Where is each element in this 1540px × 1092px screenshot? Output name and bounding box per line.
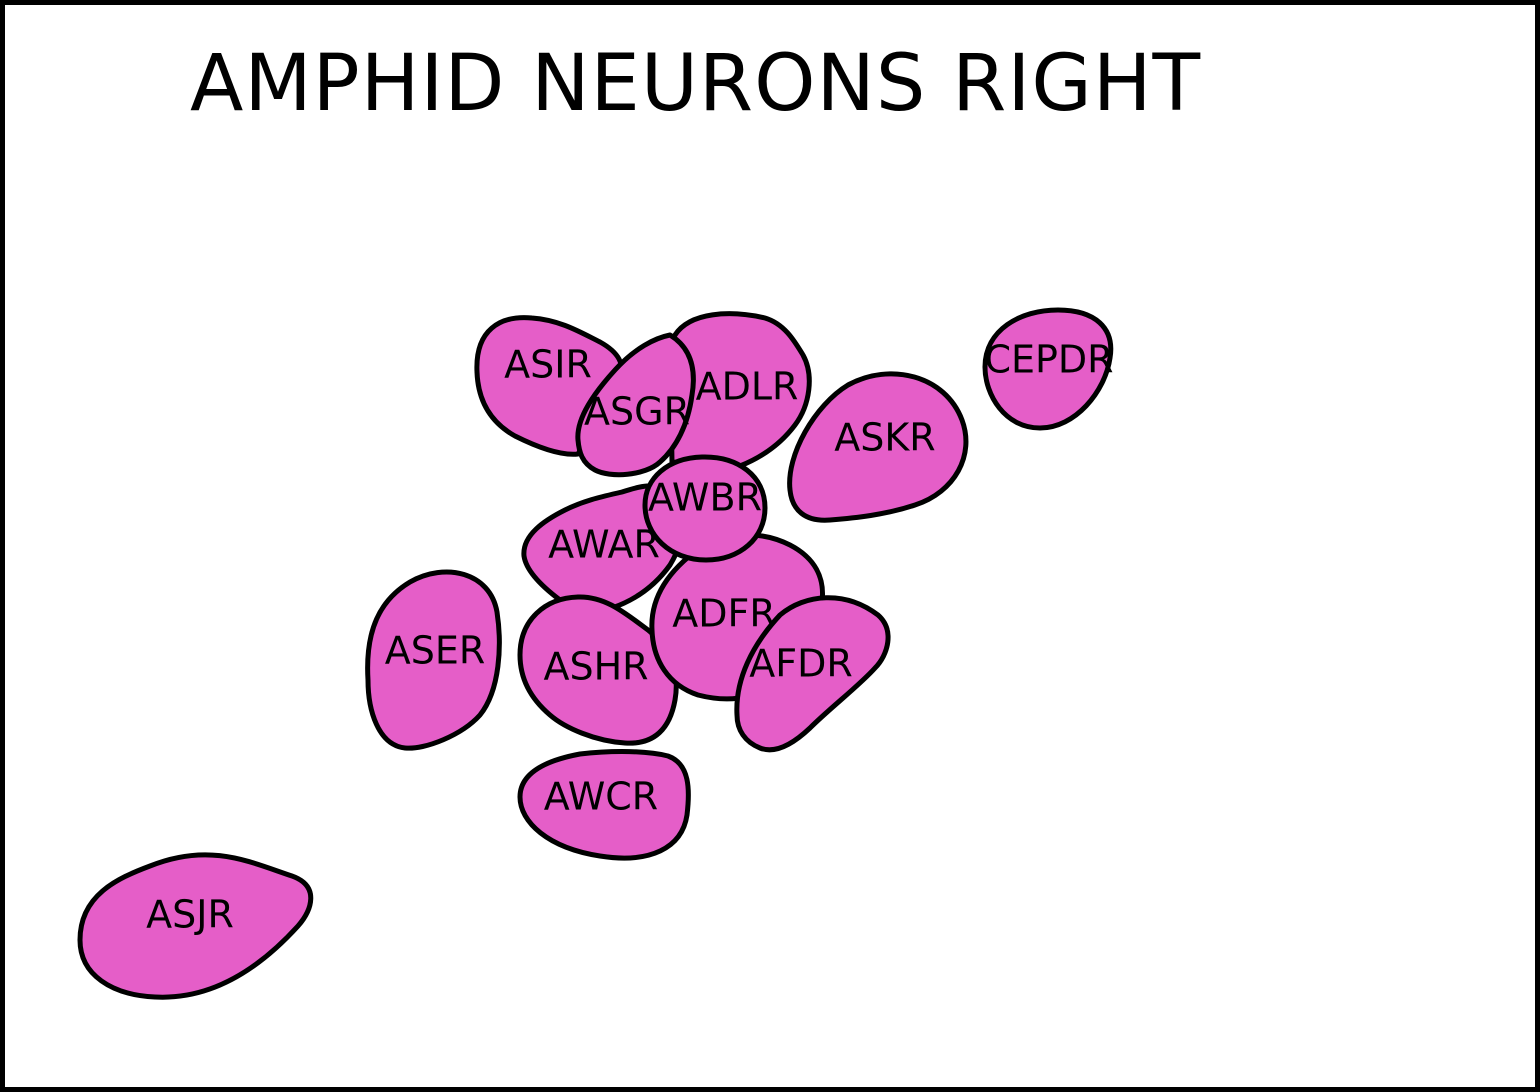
neuron-awbr-label: AWBR xyxy=(648,476,762,520)
neuron-ashr: ASHR xyxy=(517,594,679,746)
neuron-awar-label: AWAR xyxy=(548,523,660,567)
neuron-asjr-body xyxy=(77,852,314,1000)
neuron-adfr-label: ADFR xyxy=(672,592,776,636)
neuron-cepdr-label: CEPDR xyxy=(984,338,1113,382)
neuron-afdr-label: AFDR xyxy=(749,642,853,686)
neuron-awcr-label: AWCR xyxy=(544,775,658,819)
neuron-askr-body xyxy=(787,371,969,523)
neuron-afdr-body xyxy=(734,595,891,753)
neuron-adlr-label: ADLR xyxy=(696,365,799,409)
neuron-asgr-body xyxy=(575,332,696,478)
neuron-asjr-label: ASJR xyxy=(146,893,234,937)
neuron-cepdr-body xyxy=(982,307,1114,431)
neuron-ashr-body xyxy=(517,594,679,746)
diagram-title: AMPHID NEURONS RIGHT xyxy=(190,39,1201,129)
neuron-awcr: AWCR xyxy=(517,749,691,861)
neuron-aser-label: ASER xyxy=(385,629,486,673)
neuron-awbr: AWBR xyxy=(642,454,768,563)
neuron-askr-label: ASKR xyxy=(834,416,935,460)
neuron-awbr-body xyxy=(642,454,768,563)
neuron-askr: ASKR xyxy=(787,371,969,523)
neuron-asgr-label: ASGR xyxy=(584,390,690,434)
neuron-ashr-label: ASHR xyxy=(543,645,648,689)
neuron-asir-label: ASIR xyxy=(504,343,592,387)
neuron-aser: ASER xyxy=(365,569,502,751)
neuron-asgr: ASGR xyxy=(575,332,696,478)
neuron-asjr: ASJR xyxy=(77,852,314,1000)
neuron-asir: ASIR xyxy=(474,315,625,457)
neuron-adlr: ADLR xyxy=(667,311,812,469)
neuron-awcr-body xyxy=(517,749,691,861)
neuron-cepdr: CEPDR xyxy=(982,307,1114,431)
neuron-aser-body xyxy=(365,569,502,751)
neuron-adlr-body xyxy=(667,311,812,469)
neuron-afdr: AFDR xyxy=(734,595,891,753)
